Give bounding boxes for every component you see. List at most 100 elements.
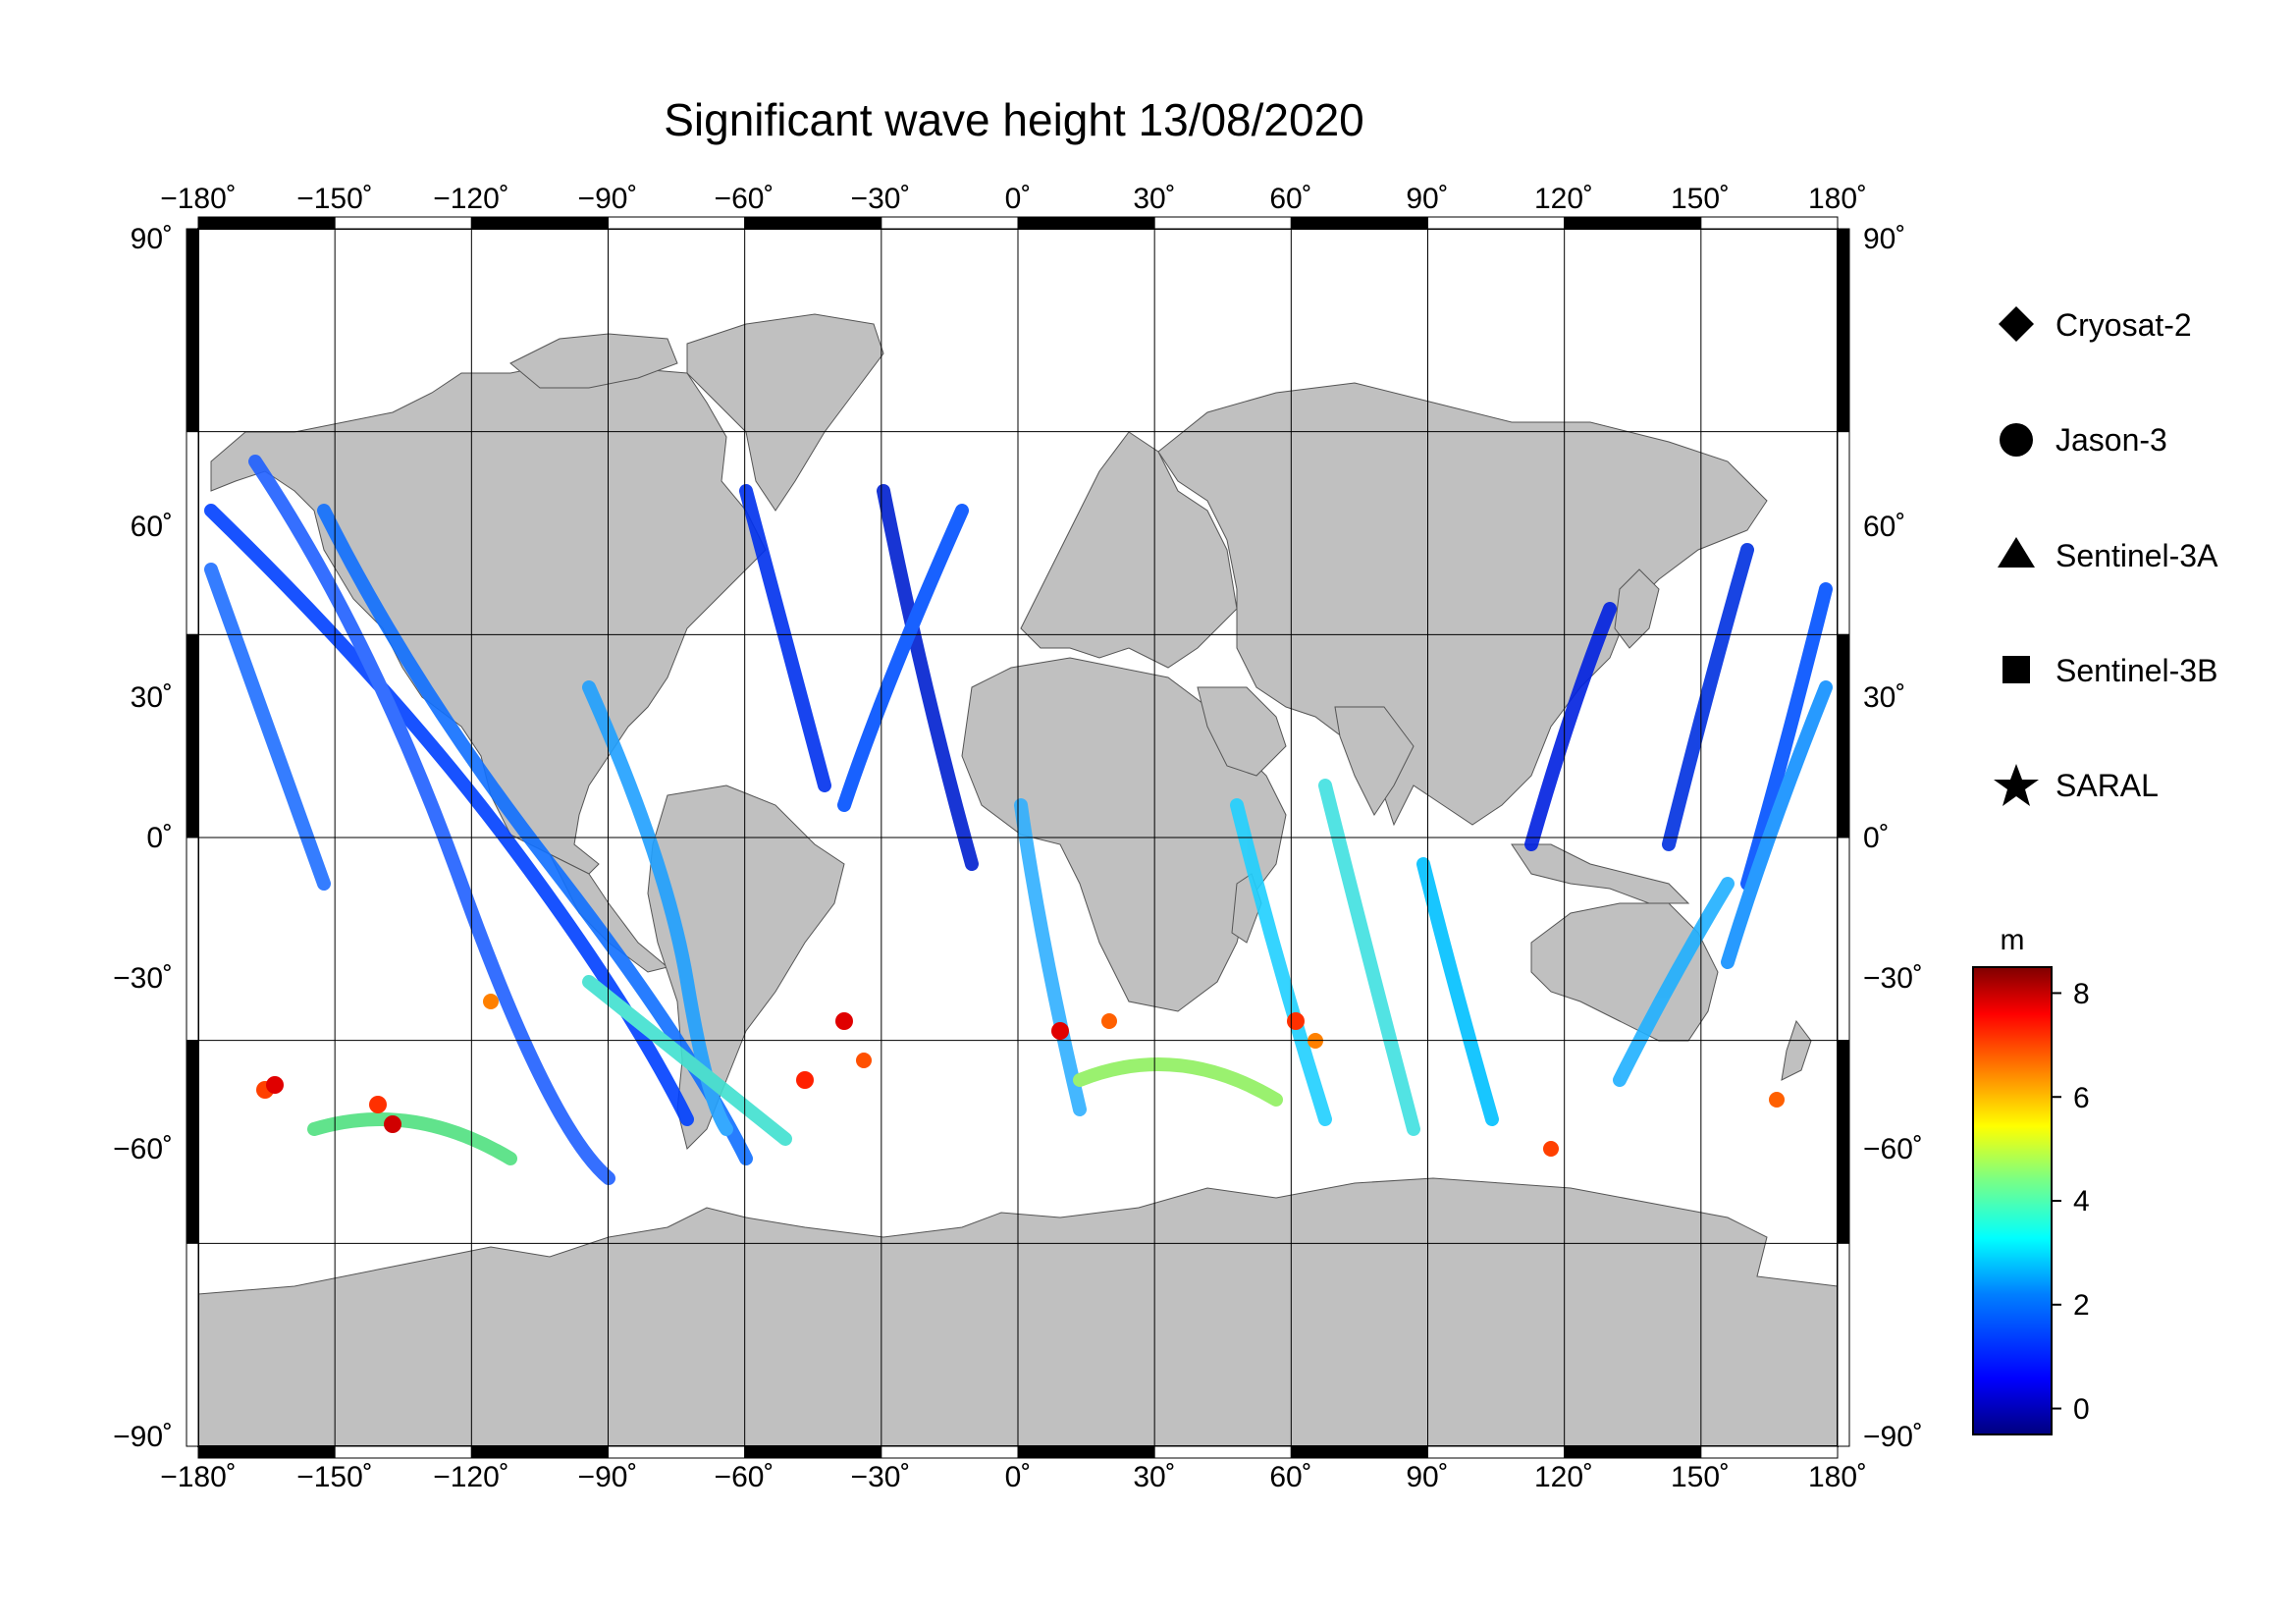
border-segment-bottom: [1700, 1445, 1839, 1459]
lon-labels-bottom: −180˚ −150˚ −120˚ −90˚ −60˚ −30˚ 0˚ 30˚ …: [160, 1461, 1867, 1493]
lon-label-top: −90˚: [578, 183, 638, 215]
border-segment-left: [186, 633, 199, 839]
colorbar-ticks: [2052, 992, 2061, 1410]
border-segment-bottom: [470, 1445, 610, 1459]
wave-marker: [796, 1071, 814, 1089]
border-segment-bottom: [197, 1445, 336, 1459]
border-segment-bottom: [881, 1445, 1019, 1459]
border-segment-left: [186, 431, 199, 635]
legend-label: Sentinel-3A: [2056, 538, 2218, 573]
track: [204, 563, 331, 891]
lat-label-right: 30˚: [1863, 681, 1905, 714]
lon-label-bottom: −120˚: [433, 1461, 509, 1493]
colorbar-tick-label: 0: [2073, 1393, 2090, 1426]
land-asia: [1157, 382, 1768, 827]
border-segment-bottom: [1564, 1445, 1702, 1459]
border-segment-top: [744, 216, 882, 230]
border-segment-top: [1564, 216, 1702, 230]
colorbar-tick-labels: 8 6 4 2 0: [2073, 978, 2090, 1426]
legend-label: Cryosat-2: [2056, 307, 2192, 343]
lat-label-right: 60˚: [1863, 511, 1905, 543]
border-segment-bottom: [1427, 1445, 1566, 1459]
track: [1416, 857, 1499, 1126]
lon-label-top: 0˚: [1005, 183, 1032, 215]
wave-marker: [1051, 1022, 1069, 1040]
border-segment-bottom: [608, 1445, 746, 1459]
land-indonesia: [1511, 843, 1690, 904]
legend-label: Sentinel-3B: [2056, 653, 2217, 688]
track: [1740, 582, 1833, 891]
track: [1721, 680, 1833, 969]
lat-label-left: −60˚: [113, 1133, 173, 1165]
track: [739, 484, 831, 792]
land-australia: [1530, 902, 1719, 1042]
wave-marker: [1287, 1012, 1305, 1030]
border-segment-right: [1837, 633, 1850, 839]
border-segment-top: [1153, 216, 1292, 230]
border-segment-top: [1700, 216, 1839, 230]
lat-label-right: −30˚: [1863, 962, 1923, 995]
border-segment-top: [1427, 216, 1566, 230]
legend-item-jason-3: Jason-3: [2000, 422, 2167, 458]
track: [307, 1112, 517, 1165]
lon-label-bottom: 90˚: [1406, 1461, 1448, 1493]
graticule: [198, 229, 1838, 1446]
track: [1318, 779, 1420, 1136]
triangle-icon: [1998, 537, 2035, 568]
lon-label-bottom: −150˚: [296, 1461, 373, 1493]
lat-label-right: −90˚: [1863, 1421, 1923, 1453]
land-india: [1334, 706, 1415, 816]
colorbar-tick-label: 6: [2073, 1082, 2090, 1114]
land-arabia: [1197, 686, 1287, 777]
border-segment-bottom: [1290, 1445, 1429, 1459]
lat-label-right: −60˚: [1863, 1133, 1923, 1165]
lon-label-top: −120˚: [433, 183, 509, 215]
legend-item-sentinel-3b: Sentinel-3B: [2002, 653, 2217, 688]
border-segment-bottom: [1017, 1445, 1155, 1459]
wave-marker: [1101, 1013, 1117, 1029]
legend-item-cryosat-2: Cryosat-2: [1999, 306, 2192, 343]
diamond-icon: [1999, 306, 2034, 342]
lon-label-top: 90˚: [1406, 183, 1448, 215]
border-segment-bottom: [1153, 1445, 1292, 1459]
track: [248, 455, 615, 1185]
lat-labels-left: 90˚ 60˚ 30˚ 0˚ −30˚ −60˚ −90˚: [113, 223, 173, 1453]
colorbar-gradient: [1972, 966, 2053, 1435]
track: [1613, 877, 1735, 1087]
wave-marker: [835, 1012, 853, 1030]
border-segment-top: [608, 216, 746, 230]
lon-label-bottom: −60˚: [715, 1461, 774, 1493]
border-segment-left: [186, 228, 199, 433]
legend: Cryosat-2 Jason-3 Sentinel-3A Sentinel-3…: [1994, 306, 2218, 806]
lon-labels-top: −180˚ −150˚ −120˚ −90˚ −60˚ −30˚ 0˚ 30˚ …: [160, 183, 1867, 215]
lat-label-right: 0˚: [1863, 822, 1890, 854]
lon-label-top: −180˚: [160, 183, 237, 215]
border-segment-left: [186, 837, 199, 1042]
border-segment-top: [334, 216, 472, 230]
map-panel: [186, 216, 1850, 1459]
lat-label-left: 0˚: [146, 822, 173, 854]
legend-item-saral: SARAL: [1994, 764, 2159, 806]
track: [1524, 602, 1617, 851]
wave-marker: [1769, 1092, 1785, 1108]
circle-icon: [2000, 423, 2033, 457]
border-segment-right: [1837, 1242, 1850, 1447]
square-icon: [2002, 656, 2030, 683]
border-segment-top: [881, 216, 1019, 230]
lat-label-left: −90˚: [113, 1421, 173, 1453]
lon-label-bottom: 30˚: [1133, 1461, 1175, 1493]
lon-label-bottom: 60˚: [1269, 1461, 1311, 1493]
wave-marker: [856, 1053, 872, 1068]
lon-label-bottom: 180˚: [1808, 1461, 1867, 1493]
legend-item-sentinel-3a: Sentinel-3A: [1998, 537, 2218, 573]
track: [877, 484, 979, 871]
lon-label-top: −30˚: [851, 183, 911, 215]
land-greenland: [686, 313, 884, 512]
lon-label-bottom: 0˚: [1005, 1461, 1032, 1493]
land-europe: [1020, 431, 1238, 669]
track: [582, 680, 733, 1136]
border-segment-top: [197, 216, 336, 230]
border-segment-right: [1837, 228, 1850, 433]
legend-label: SARAL: [2056, 768, 2159, 803]
